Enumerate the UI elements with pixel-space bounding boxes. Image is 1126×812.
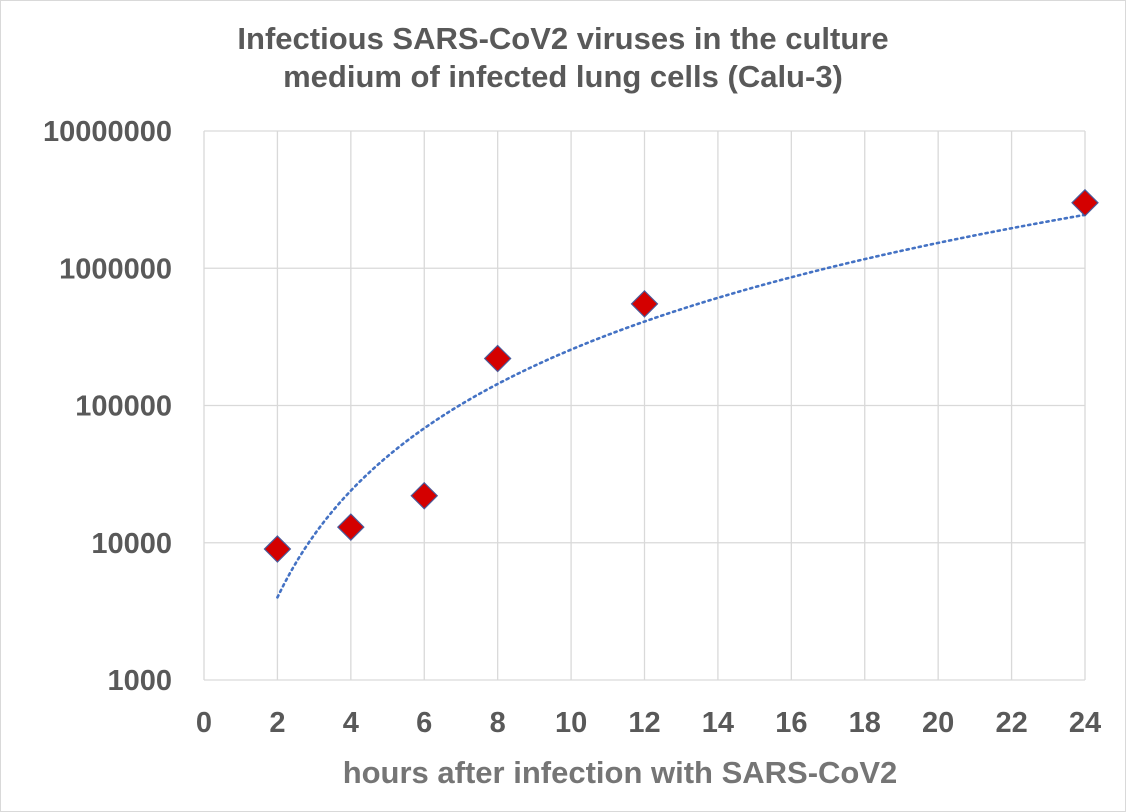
- x-tick-label: 16: [775, 707, 807, 739]
- y-tick-label: 10000000: [43, 116, 172, 148]
- data-points: [263, 188, 1099, 563]
- chart-title: Infectious SARS-CoV2 viruses in the cult…: [0, 20, 1126, 96]
- trendline-layer: [276, 213, 1087, 599]
- data-point-diamond: [483, 344, 512, 373]
- x-tick-label: 2: [269, 707, 285, 739]
- grid-lines: [203, 130, 1086, 681]
- data-point-diamond: [1071, 188, 1099, 217]
- y-tick-label: 1000: [107, 665, 172, 697]
- x-tick-label: 12: [628, 707, 660, 739]
- y-tick-label: 1000000: [59, 253, 172, 285]
- x-tick-label: 14: [702, 707, 734, 739]
- x-tick-labels: 0 2 4 6 8 10 12 14 16 18 20 22 24: [196, 707, 1101, 739]
- x-tick-label: 18: [849, 707, 881, 739]
- chart-title-line-1: Infectious SARS-CoV2 viruses in the cult…: [237, 21, 889, 56]
- x-axis-label: hours after infection with SARS-CoV2: [342, 755, 898, 790]
- data-point-diamond: [336, 513, 365, 541]
- y-tick-labels: 1000 10000 100000 1000000 10000000: [43, 116, 172, 697]
- x-tick-label: 22: [995, 707, 1027, 739]
- x-tick-label: 24: [1069, 707, 1101, 739]
- data-point-diamond: [263, 535, 292, 563]
- y-tick-label: 10000: [91, 528, 172, 560]
- chart-title-line-2: medium of infected lung cells (Calu-3): [283, 59, 843, 94]
- x-tick-label: 6: [416, 707, 432, 739]
- x-tick-label: 10: [555, 707, 587, 739]
- trendline: [276, 213, 1087, 599]
- data-point-diamond: [630, 290, 659, 318]
- x-tick-label: 4: [343, 707, 359, 739]
- x-tick-label: 0: [196, 707, 212, 739]
- data-point-diamond: [410, 481, 439, 510]
- y-tick-label: 100000: [75, 391, 172, 423]
- x-tick-label: 8: [490, 707, 506, 739]
- x-tick-label: 20: [922, 707, 954, 739]
